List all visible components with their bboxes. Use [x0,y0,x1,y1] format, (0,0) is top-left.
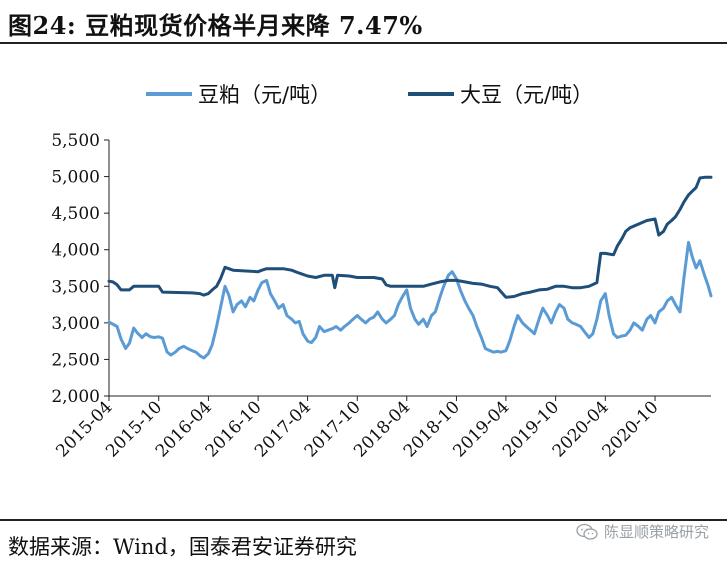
y-tick-label: 3,000 [51,314,100,334]
watermark-text: 陈显顺策略研究 [603,523,709,541]
title-bar: 图24: 豆粕现货价格半月来降 7.47% [0,0,727,44]
figure-title: 图24: 豆粕现货价格半月来降 7.47% [8,11,423,40]
series-line-1 [107,240,713,360]
wechat-icon [576,523,598,540]
watermark: 陈显顺策略研究 [576,521,709,542]
y-tick-label: 4,500 [51,204,100,224]
line-chart: 豆粕（元/吨） 大豆（元/吨） 2,000 2,500 3,000 3,500 4,000… [51,83,713,461]
chart-legend: 豆粕（元/吨） 大豆（元/吨） [146,83,593,107]
y-tick-label: 5,000 [51,168,100,188]
y-tick-label: 2,500 [51,350,100,370]
y-tick-label: 2,000 [51,387,100,407]
chart-series [107,175,713,360]
legend-label-2: 大豆（元/吨） [460,83,593,107]
legend-label-1: 豆粕（元/吨） [198,83,331,107]
footer-bar: 数据来源：Wind，国泰君安证券研究 陈显顺策略研究 [0,519,727,559]
series-line-2 [107,175,713,299]
y-tick-label: 5,500 [51,131,100,151]
y-tick-label: 3,500 [51,277,100,297]
source-note: 数据来源：Wind，国泰君安证券研究 [8,535,357,559]
chart-axes: 2,000 2,500 3,000 3,500 4,000 4,500 5,000 5,500… [51,131,711,461]
y-tick-label: 4,000 [51,241,100,261]
